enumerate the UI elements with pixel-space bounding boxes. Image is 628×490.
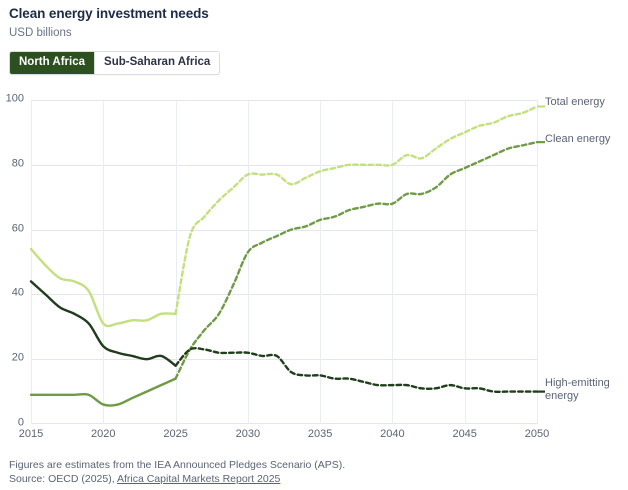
vgridline-2035 xyxy=(320,100,322,424)
footer-source-prefix: Source: OECD (2025), xyxy=(9,473,117,485)
vgridline-2040 xyxy=(392,100,394,424)
gridline-0 xyxy=(31,423,537,424)
gridline-100 xyxy=(31,100,537,101)
series-line-high-emitting-energy-historical xyxy=(29,280,177,367)
chart-subtitle: USD billions xyxy=(9,27,72,39)
y-axis-tick-100: 100 xyxy=(5,92,24,105)
series-label-high-emitting-line2: energy xyxy=(545,389,579,402)
gridline-40 xyxy=(31,294,537,296)
series-line-clean-energy-projection xyxy=(174,140,539,380)
x-axis-tick-2050: 2050 xyxy=(524,428,550,440)
y-axis-tick-60: 60 xyxy=(11,222,24,235)
series-line-high-emitting-energy-projection xyxy=(174,346,539,394)
vgridline-2030 xyxy=(247,100,249,424)
gridline-60 xyxy=(31,229,537,231)
vgridline-2050 xyxy=(537,100,538,424)
series-label-total-energy: Total energy xyxy=(545,96,605,108)
x-axis-tick-2030: 2030 xyxy=(235,428,261,440)
chart-lines xyxy=(29,105,545,407)
vgridline-2015 xyxy=(31,100,32,424)
vgridline-2025 xyxy=(175,100,177,424)
footer-note-line: Figures are estimates from the IEA Annou… xyxy=(9,459,346,471)
vgridline-2045 xyxy=(464,100,466,424)
tab-sub-saharan-africa[interactable]: Sub-Saharan Africa xyxy=(95,52,220,74)
gridline-20 xyxy=(31,359,537,361)
series-label-high-emitting-energy: High-emitting energy xyxy=(545,377,610,402)
y-axis-tick-0: 0 xyxy=(17,416,24,429)
series-line-total-energy-projection xyxy=(174,105,539,316)
footer-source-line: Source: OECD (2025), Africa Capital Mark… xyxy=(9,472,345,486)
gridline-80 xyxy=(31,164,537,166)
series-line-clean-energy-historical xyxy=(29,377,177,407)
y-axis-tick-40: 40 xyxy=(11,286,24,299)
series-line-total-energy-historical xyxy=(29,247,177,328)
y-axis-tick-20: 20 xyxy=(11,351,24,364)
x-axis-tick-2015: 2015 xyxy=(18,428,44,440)
series-label-clean-energy: Clean energy xyxy=(545,133,611,145)
footer-notes: Figures are estimates from the IEA Annou… xyxy=(9,458,345,486)
region-tab-group: North Africa Sub-Saharan Africa xyxy=(9,51,221,75)
y-axis-tick-80: 80 xyxy=(11,157,24,170)
page-title: Clean energy investment needs xyxy=(9,6,209,21)
plot-area xyxy=(31,100,538,424)
x-axis-tick-2025: 2025 xyxy=(163,428,188,440)
x-axis-tick-2045: 2045 xyxy=(452,428,477,440)
source-link[interactable]: Africa Capital Markets Report 2025 xyxy=(116,473,281,485)
vgridline-2020 xyxy=(103,100,105,424)
tab-north-africa[interactable]: North Africa xyxy=(10,52,96,74)
x-axis-tick-2035: 2035 xyxy=(307,428,333,440)
x-axis-tick-2020: 2020 xyxy=(91,428,116,440)
x-axis-tick-2040: 2040 xyxy=(380,428,405,440)
series-label-high-emitting-line1: High-emitting xyxy=(545,377,610,389)
